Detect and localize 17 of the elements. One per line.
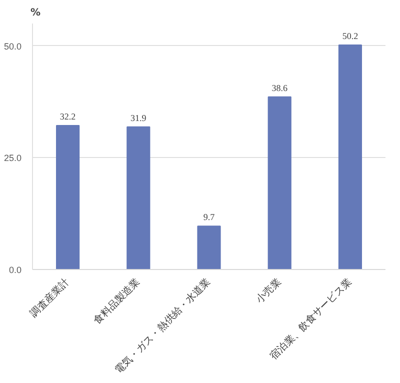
y-tick-label: 25.0 <box>4 153 22 164</box>
x-tick-label: 食料品製造業 <box>91 276 142 327</box>
x-tick-label: 小売業 <box>254 276 284 306</box>
bar <box>56 124 80 270</box>
y-tick-label: 50.0 <box>4 41 22 52</box>
data-label: 9.7 <box>203 212 216 222</box>
y-axis-title: % <box>30 8 41 18</box>
data-label: 50.2 <box>342 30 358 41</box>
x-tick-label: 調査産業計 <box>28 276 72 320</box>
bar <box>197 226 221 270</box>
bar <box>126 126 150 270</box>
data-label: 38.6 <box>272 82 288 93</box>
data-label: 32.2 <box>60 111 76 122</box>
y-tick-label: 0.0 <box>8 265 22 275</box>
bar <box>268 96 292 270</box>
bar <box>338 44 362 270</box>
data-label: 31.9 <box>130 112 147 123</box>
